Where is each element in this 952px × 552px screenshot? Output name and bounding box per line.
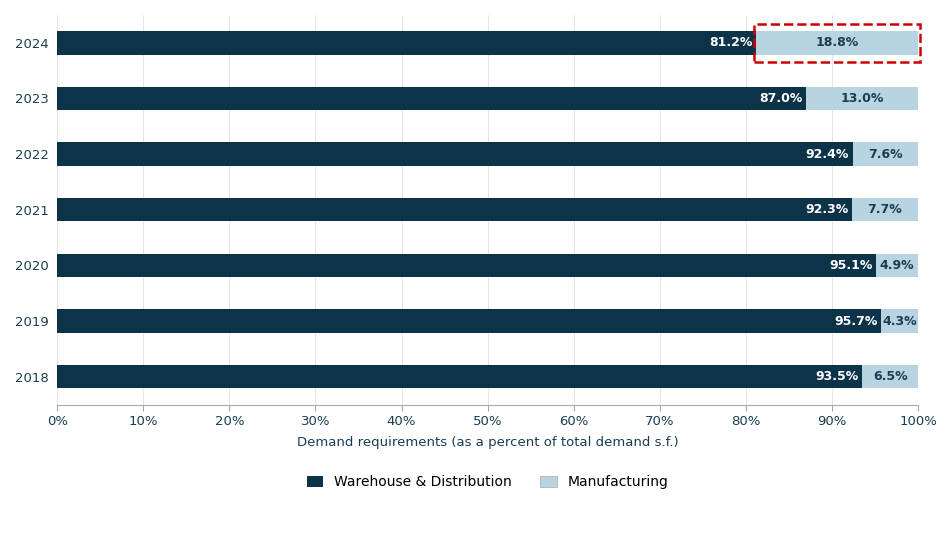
Bar [852, 198, 918, 221]
Bar [806, 87, 918, 110]
Bar [881, 310, 918, 333]
Text: 6.5%: 6.5% [873, 370, 907, 383]
Bar [57, 198, 852, 221]
Text: 92.4%: 92.4% [805, 147, 849, 161]
Text: 18.8%: 18.8% [816, 36, 859, 49]
Bar [57, 254, 876, 277]
Bar [853, 142, 918, 166]
Bar [863, 365, 918, 389]
Bar [57, 365, 863, 389]
Bar [57, 142, 853, 166]
Text: 13.0%: 13.0% [841, 92, 883, 105]
Bar [57, 87, 806, 110]
Bar [876, 254, 918, 277]
X-axis label: Demand requirements (as a percent of total demand s.f.): Demand requirements (as a percent of tot… [297, 436, 679, 449]
Bar [57, 31, 756, 55]
Text: 4.9%: 4.9% [880, 259, 914, 272]
Text: 7.7%: 7.7% [867, 203, 902, 216]
Bar [754, 24, 921, 62]
Text: 95.1%: 95.1% [829, 259, 872, 272]
Text: 95.7%: 95.7% [834, 315, 878, 327]
Bar [756, 31, 918, 55]
Legend: Warehouse & Distribution, Manufacturing: Warehouse & Distribution, Manufacturing [301, 470, 674, 495]
Text: 93.5%: 93.5% [816, 370, 859, 383]
Text: 92.3%: 92.3% [805, 203, 848, 216]
Text: 81.2%: 81.2% [709, 36, 753, 49]
Text: 4.3%: 4.3% [883, 315, 917, 327]
Bar [57, 310, 881, 333]
Text: 7.6%: 7.6% [868, 147, 902, 161]
Text: 87.0%: 87.0% [760, 92, 803, 105]
